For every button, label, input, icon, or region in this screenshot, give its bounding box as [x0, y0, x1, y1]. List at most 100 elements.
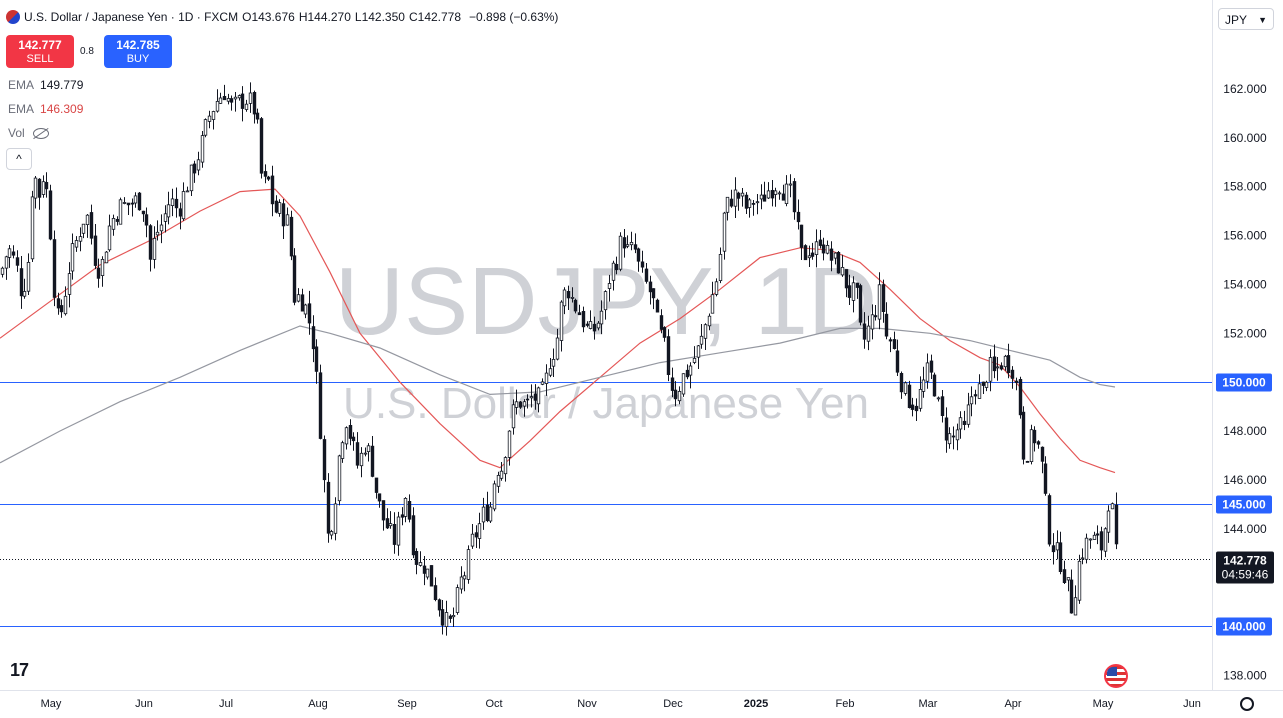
us-flag-icon[interactable] [1104, 664, 1128, 688]
candle-body [107, 225, 112, 251]
candle-body [648, 281, 653, 293]
candle-body [962, 420, 967, 425]
candle-body [522, 401, 527, 407]
ema-line-1 [0, 188, 1116, 474]
candle-body [1069, 579, 1074, 614]
candle-body [966, 404, 971, 425]
candle-body [215, 101, 220, 112]
price-tick-label: 156.000 [1223, 229, 1267, 243]
candle-body [533, 393, 538, 401]
candle-body [4, 256, 9, 269]
indicator-ema-1[interactable]: EMA 149.779 [8, 78, 83, 92]
candle-body [111, 217, 116, 230]
candle-body [951, 435, 956, 438]
candle-body [433, 585, 438, 600]
time-tick-label: May [1093, 698, 1114, 710]
candle-body [481, 506, 486, 523]
candle-body [1014, 380, 1019, 383]
candle-body [725, 196, 730, 213]
candle-body [85, 214, 90, 225]
candle-body [15, 257, 20, 266]
candle-body [969, 396, 974, 405]
candle-body [914, 405, 919, 412]
sell-label: SELL [26, 53, 54, 65]
gear-icon[interactable] [1240, 697, 1254, 711]
hidden-eye-icon[interactable] [32, 128, 49, 140]
time-tick-label: Dec [663, 698, 683, 710]
candle-body [514, 401, 519, 408]
level-label-box [1216, 373, 1272, 392]
candle-body [385, 518, 390, 529]
symbol-flag-icon [6, 10, 20, 24]
tradingview-logo[interactable]: 17 [10, 660, 29, 680]
candle-body [19, 268, 24, 297]
candle-body [78, 236, 83, 242]
candle-body [266, 176, 271, 180]
candle-body [551, 358, 556, 367]
candle-body [910, 404, 915, 410]
candle-body [411, 515, 416, 556]
candle-body [44, 181, 49, 190]
currency-select[interactable]: JPY ▼ [1218, 8, 1274, 30]
candle-body [355, 442, 360, 466]
price-tick-label: 158.000 [1223, 180, 1267, 194]
candle-body [374, 477, 379, 493]
candle-body [685, 369, 690, 378]
chevron-down-icon: ▼ [1258, 15, 1267, 25]
candle-body [318, 372, 323, 439]
candle-body [1058, 542, 1063, 572]
candle-body [333, 503, 338, 534]
indicator-ema-2[interactable]: EMA 146.309 [8, 102, 83, 116]
candle-body [873, 315, 878, 318]
candle-body [1040, 446, 1045, 462]
price-tick-label: 160.000 [1223, 131, 1267, 145]
candle-body [130, 202, 135, 205]
candle-body [577, 312, 582, 316]
collapse-legend-button[interactable]: ^ [6, 148, 32, 170]
candle-body [403, 497, 408, 517]
candle-body [311, 326, 316, 350]
candle-body [296, 294, 301, 302]
candle-body [166, 204, 171, 218]
price-change: −0.898 (−0.63%) [469, 10, 559, 24]
candle-body [692, 357, 697, 363]
candle-body [240, 93, 245, 109]
time-tick-label: Feb [836, 698, 855, 710]
candle-body [477, 523, 482, 539]
candle-body [892, 339, 897, 350]
candle-body [499, 470, 504, 479]
candle-body [681, 373, 686, 395]
candle-body [762, 194, 767, 202]
price-tick-label: 152.000 [1223, 326, 1267, 340]
candle-body [178, 208, 183, 217]
candle-body [688, 365, 693, 376]
candle-body [392, 524, 397, 545]
candle-body [525, 398, 530, 401]
candle-body [462, 575, 467, 580]
candle-body [7, 248, 12, 258]
ohlc-value: 142.778 [417, 10, 462, 24]
indicator-volume[interactable]: Vol [8, 126, 49, 140]
candle-body [1010, 369, 1015, 379]
candle-body [1043, 463, 1048, 494]
candle-body [248, 92, 253, 104]
price-axis[interactable]: 138.000140.000142.000144.000146.000148.0… [1212, 0, 1275, 690]
candle-body [599, 310, 604, 325]
candle-body [633, 244, 638, 250]
buy-button[interactable]: 142.785 BUY [104, 35, 172, 68]
level-label-box [1216, 495, 1272, 514]
candle-body [625, 244, 630, 247]
candle-body [96, 267, 101, 279]
candle-body [41, 181, 46, 195]
candle-body [163, 213, 168, 222]
time-axis[interactable]: May Jun Jul Aug Sep Oct Nov Dec 2025 Feb Mar Apr May… [0, 690, 1283, 711]
candle-body [218, 97, 223, 104]
candle-body [770, 189, 775, 199]
horizontal-levels [0, 382, 1212, 627]
candle-body [488, 506, 493, 522]
sell-button[interactable]: 142.777 SELL [6, 35, 74, 68]
candle-body [133, 195, 138, 204]
candle-body [736, 192, 741, 199]
candle-body [237, 95, 242, 99]
